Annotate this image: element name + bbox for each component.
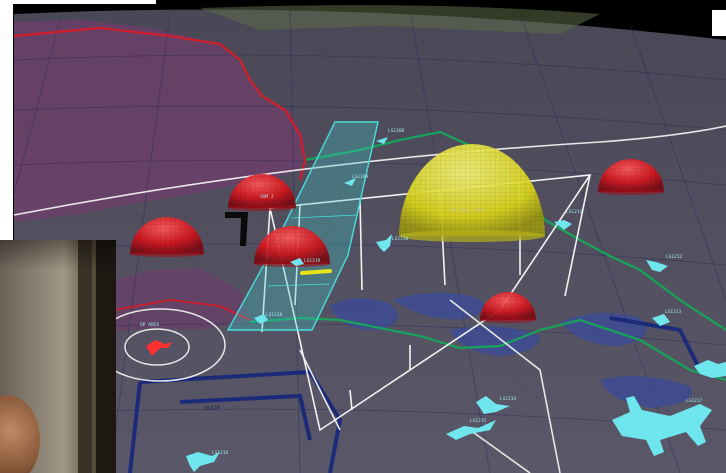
aircraft-icon[interactable]: LS1217: [612, 396, 712, 456]
aircraft-icon[interactable]: LS1212: [646, 254, 683, 272]
photo-frame: [78, 240, 92, 473]
aircraft-icon[interactable]: LS1216: [186, 450, 229, 472]
svg-text:LS1219: LS1219: [304, 258, 321, 264]
aircraft-icon[interactable]: LS1210: [376, 234, 409, 252]
aircraft-icon[interactable]: LS1209: [344, 174, 369, 186]
position-marker: [225, 212, 248, 246]
aircraft-icon[interactable]: LS1215: [446, 418, 496, 440]
threat-dome-icon[interactable]: [130, 217, 204, 257]
overlay-corner-top: [0, 0, 156, 4]
threat-label: SAM 2: [260, 194, 274, 200]
sector-label: HLG28: [205, 405, 220, 412]
aircraft-tracks[interactable]: LS1208 LS1209 LS1210 LS1211 LS1212 LS121…: [186, 128, 726, 472]
border-line-south: [114, 299, 251, 321]
threat-domes[interactable]: [130, 159, 664, 323]
aircraft-icon[interactable]: LS1214: [476, 396, 517, 414]
aircraft-icon[interactable]: LS1219: [290, 258, 321, 266]
aircraft-icon[interactable]: [146, 340, 172, 356]
coastline-south: [249, 316, 726, 382]
photo-frame-inner: [96, 240, 116, 473]
threat-dome-icon[interactable]: [254, 226, 330, 267]
svg-text:LS1211: LS1211: [566, 209, 583, 215]
svg-text:LS1209: LS1209: [352, 174, 369, 180]
svg-text:LS1217: LS1217: [686, 398, 703, 404]
airspace-sectors: [128, 316, 702, 473]
weather-dome-icon[interactable]: WX CELL 400: [399, 144, 545, 242]
photo-shadow: [0, 240, 116, 270]
aircraft-icon[interactable]: LS1208: [376, 128, 405, 144]
aircraft-icon[interactable]: [694, 360, 726, 378]
distant-terrain: [200, 5, 600, 35]
aircraft-icon[interactable]: LS1211: [554, 209, 583, 230]
operator-photo: [0, 240, 116, 473]
restricted-region-lower: [115, 268, 250, 332]
svg-text:LS1212: LS1212: [666, 254, 683, 260]
aircraft-icon[interactable]: LS1218: [254, 312, 283, 324]
svg-text:LS1214: LS1214: [500, 396, 517, 402]
threat-dome-icon[interactable]: [480, 292, 536, 323]
svg-text:LS1213: LS1213: [665, 309, 682, 315]
svg-text:LS1216: LS1216: [212, 450, 229, 456]
altitude-marker: [300, 269, 332, 275]
threat-dome-icon[interactable]: [598, 159, 664, 195]
threat-dome-icon[interactable]: [228, 174, 296, 211]
ring-label: OP AREA: [140, 322, 159, 328]
frame-bracket: [712, 10, 726, 36]
svg-text:LS1218: LS1218: [266, 312, 283, 318]
border-line: [13, 26, 307, 181]
restricted-region: [14, 20, 305, 222]
svg-text:LS1210: LS1210: [392, 236, 409, 242]
svg-text:LS1215: LS1215: [470, 418, 487, 424]
svg-text:LS1208: LS1208: [388, 128, 405, 134]
weather-label: WX CELL 400: [450, 208, 483, 214]
aircraft-icon[interactable]: LS1213: [652, 309, 682, 326]
overlay-corner-left: [0, 0, 13, 240]
